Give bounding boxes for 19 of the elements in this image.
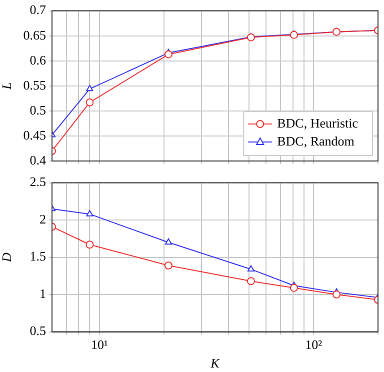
y-axis-title: D: [0, 252, 14, 263]
y-tick-label: 2.5: [30, 174, 46, 190]
y-tick-label: 2: [40, 211, 46, 226]
y-tick-label: 0.65: [23, 27, 46, 42]
y-tick-label: 0.5: [30, 102, 46, 118]
y-tick-label: 0.4: [30, 152, 46, 168]
y-tick-label: 1.5: [30, 248, 46, 264]
y-tick-label: 0.55: [23, 77, 46, 92]
legend-label: BDC, Random: [277, 133, 354, 148]
x-tick-label: 10²: [305, 337, 322, 352]
y-tick-label: 0.6: [30, 52, 46, 68]
legend-label: BDC, Heuristic: [277, 115, 358, 130]
y-axis-title: L: [0, 82, 14, 91]
y-tick-label: 1: [40, 286, 46, 301]
y-tick-label: 0.7: [30, 2, 46, 18]
y-tick-label: 0.5: [30, 323, 46, 338]
y-tick-label: 0.45: [23, 127, 46, 142]
x-tick-label: 10¹: [91, 337, 108, 352]
x-axis-title: K: [210, 356, 221, 371]
